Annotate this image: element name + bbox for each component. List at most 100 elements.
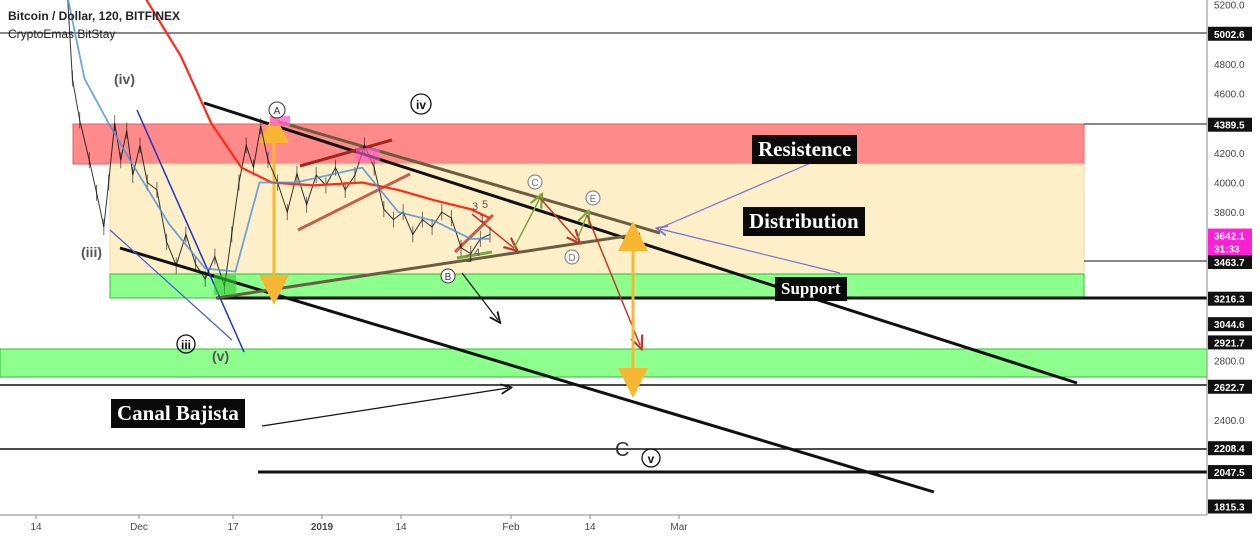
wave-E: E [590,194,597,205]
price-tag-label: 3216.3 [1214,295,1245,306]
bottom-marker [214,275,236,295]
series-layer [67,0,491,295]
distribution-label: Distribution [743,207,865,236]
price-tag-box [1208,465,1252,480]
series-ema-red [145,0,491,220]
wave-n5: 5 [482,199,488,211]
x-tick-label: 17 [227,522,239,533]
price-tag-label: 1815.3 [1214,503,1245,514]
distribution-zone [109,163,1085,275]
price-tag: 1815.3 [1208,499,1252,514]
resistance-zone [72,123,1085,165]
b-arrow [461,272,498,320]
price-tag-label: 3642.1 [1214,232,1245,243]
wave-B: B [445,272,452,283]
series-ema-blue [67,0,490,273]
price-tag-label: 4389.5 [1214,121,1245,132]
price-tag-box [1208,441,1252,456]
wave-iv-top: (iv) [114,71,135,87]
lower-support-zone [0,348,1208,378]
wave-n3: 3 [472,201,478,213]
price-tag-box [1208,291,1252,306]
wave-n1: 1 [479,213,485,225]
wave-v-circle: v [648,452,655,466]
support-label: Support [775,277,847,301]
wave-A: A [274,106,281,117]
price-tag-box [1208,241,1252,256]
y-tick-label: 2400.0 [1214,416,1245,427]
price-tag: 2208.4 [1208,441,1252,456]
level-lines [0,32,1207,474]
wave-n4: 4 [474,247,480,259]
price-tag-box [1208,499,1252,514]
price-tag: 31:33 [1208,241,1252,256]
wave-D: D [568,253,575,264]
symbol-title: Bitcoin / Dollar, 120, BITFINEX [8,9,181,23]
support-zone [109,273,1085,299]
channel-upper-thick [275,119,661,235]
x-tick-label: 14 [395,522,407,533]
price-tag-label: 2622.7 [1214,383,1245,394]
y-tick-label: 4000.0 [1214,178,1245,189]
y-axis-ticks: 5200.0 4800.0 4600.0 4200.0 4000.0 3800.0 2800… [1214,1,1245,427]
wave-n2: 2 [466,253,472,265]
price-tag-label: 5002.6 [1214,30,1245,41]
wave-v-line [109,229,233,341]
price-tag-label: 2921.7 [1214,338,1245,349]
support-arrow-line [660,229,841,274]
wave-labels: (iv) (iii) (v) iii iv v A B C D E 1 2 3 … [81,71,661,468]
price-tag-box [1208,117,1252,132]
c-label-large: C [615,439,629,461]
channel-label: Canal Bajista [111,399,245,428]
y-tick-label: 2800.0 [1214,356,1245,367]
x-tick-label: Mar [670,522,688,533]
price-tags: 5002.6 4389.5 3642.131:33 3463.7 3216.3 3044.… [1208,26,1252,514]
channel-pointer-arrow [261,388,508,427]
price-tag-box [1208,379,1252,394]
price-tag: 3463.7 [1208,255,1252,270]
x-tick-label: 14 [30,522,42,533]
price-tag: 5002.6 [1208,26,1252,41]
series-price [67,0,491,287]
price-tag-label: 2047.5 [1214,468,1245,479]
wave-v-bottom: (v) [212,348,229,364]
price-tag-box [1208,317,1252,332]
y-tick-label: 3800.0 [1214,208,1245,219]
resistance-label: Resistence [752,135,858,164]
y-tick-label: 4200.0 [1214,149,1245,160]
price-tag-label: 31:33 [1214,244,1240,255]
price-tag: 3216.3 [1208,291,1252,306]
price-tag-box [1208,335,1252,350]
y-tick-label: 4800.0 [1214,60,1245,71]
price-tag-box [1208,255,1252,270]
top-marker [270,116,290,126]
y-tick-label: 5200.0 [1214,1,1245,12]
x-axis-ticks: 14 Dec 17 2019 14 Feb 14 Mar [30,515,688,533]
price-tag-box [1208,26,1252,41]
channel-lower-line [119,246,935,494]
price-tag: 3642.1 [1208,228,1252,243]
mid-marker [356,148,380,162]
price-tag: 2622.7 [1208,379,1252,394]
price-tag: 2047.5 [1208,465,1252,480]
price-tag-label: 2208.4 [1214,444,1245,455]
price-tag: 4389.5 [1208,117,1252,132]
price-tag-label: 3463.7 [1214,258,1245,269]
wave-iii-left: (iii) [81,244,102,260]
x-tick-label: Feb [502,522,520,533]
price-tag-label: 3044.6 [1214,320,1245,331]
wave-projection [456,198,640,345]
indicator-name: CryptoEmas BitStay [8,27,116,41]
price-tag: 3044.6 [1208,317,1252,332]
resistance-arrow-line [659,158,821,229]
target-arrows [259,113,648,398]
wave-C-small: C [531,178,538,189]
wave-iv-circle: iv [416,98,426,112]
x-tick-label: 2019 [311,522,334,533]
wave-v-line-2 [136,109,245,353]
y-tick-label: 4600.0 [1214,89,1245,100]
wave-iii-circle: iii [181,338,191,352]
price-tag: 2921.7 [1208,335,1252,350]
price-tag-box [1208,228,1252,243]
